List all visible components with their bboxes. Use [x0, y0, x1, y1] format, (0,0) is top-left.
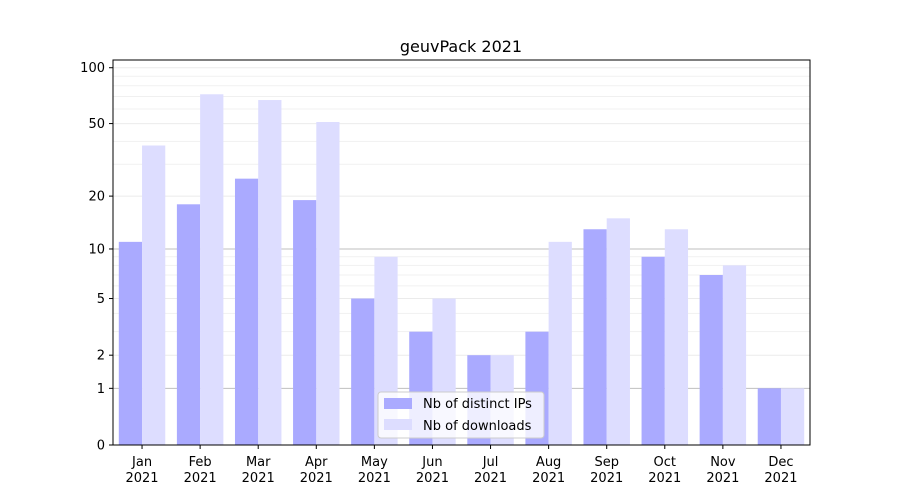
bar-distinct-ips-3	[234, 178, 259, 445]
y-tick-label: 10	[88, 242, 105, 257]
x-tick-label: Apr 2021	[300, 455, 333, 486]
bar-distinct-ips-1	[118, 241, 143, 445]
bar-distinct-ips-10	[641, 256, 665, 445]
x-tick-label: Jun 2021	[416, 455, 449, 486]
bar-downloads-1	[142, 145, 166, 445]
bar-downloads-8	[548, 241, 572, 445]
bar-downloads-10	[664, 229, 689, 445]
bar-distinct-ips-4	[293, 200, 317, 445]
bar-distinct-ips-2	[176, 204, 201, 445]
bar-distinct-ips-5	[351, 298, 375, 445]
y-tick-label: 100	[80, 61, 105, 76]
legend-swatch-downloads	[384, 419, 412, 430]
x-tick-label: Oct 2021	[648, 455, 681, 486]
legend-frame	[377, 391, 545, 439]
bars	[118, 94, 805, 446]
bar-downloads-4	[316, 121, 340, 445]
x-tick-label: Jan 2021	[125, 455, 158, 486]
legend-swatch-distinct-ips	[384, 398, 412, 409]
legend-label-distinct-ips: Nb of distinct IPs	[423, 397, 532, 412]
legend-label-downloads: Nb of downloads	[423, 419, 532, 434]
legend: Nb of distinct IPs Nb of downloads	[377, 391, 545, 439]
y-tick-label: 0	[97, 439, 105, 454]
bar-downloads-2	[200, 94, 224, 445]
grid-lines	[113, 67, 810, 446]
bar-distinct-ips-12	[757, 388, 781, 445]
bar-downloads-9	[606, 218, 630, 445]
x-tick-label: Aug 2021	[532, 455, 565, 486]
x-tick-label: Sep 2021	[590, 455, 623, 486]
bar-downloads-12	[780, 388, 805, 445]
x-tick-label: Feb 2021	[184, 455, 217, 486]
chart-title: geuvPack 2021	[400, 37, 522, 56]
y-tick-label: 20	[88, 190, 105, 205]
x-tick-label: Mar 2021	[242, 455, 275, 486]
bar-downloads-11	[722, 265, 747, 445]
y-tick-label: 5	[97, 292, 105, 307]
bar-downloads-3	[258, 100, 282, 446]
y-tick-label: 50	[88, 117, 105, 132]
bar-distinct-ips-9	[583, 229, 607, 445]
x-tick-label: Dec 2021	[764, 455, 797, 486]
y-tick-label: 1	[97, 382, 105, 397]
plot-area-frame	[112, 59, 811, 446]
y-axis: 0 1 2 5 10 20 50 100	[80, 61, 113, 454]
x-tick-label: Jul 2021	[474, 455, 507, 486]
x-tick-label: May 2021	[358, 455, 391, 486]
x-tick-label: Nov 2021	[706, 455, 739, 486]
x-axis: Jan 2021 Feb 2021 Mar 2021 Apr 2021 May 2021 Jun 20…	[125, 445, 798, 486]
y-tick-label: 2	[97, 349, 105, 364]
bar-distinct-ips-11	[699, 275, 723, 445]
